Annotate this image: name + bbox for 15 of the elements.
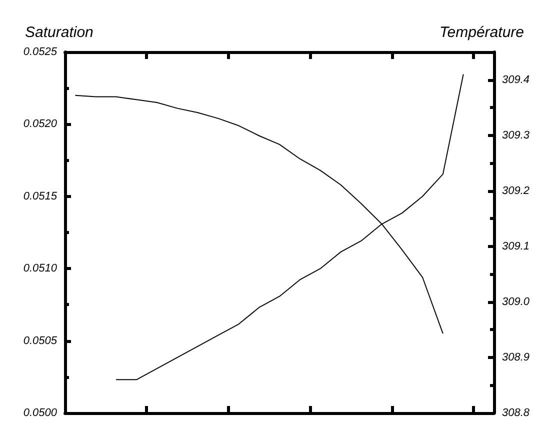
y-tick-label: 0.0500 [23, 407, 58, 419]
y-tick-label: 0.0520 [23, 118, 58, 130]
y2-tick-label: 308.8 [502, 407, 530, 419]
y-tick-label: 0.0505 [23, 334, 58, 347]
y2-tick-label: 309.3 [502, 129, 530, 142]
y2-tick-label: 309.2 [502, 184, 530, 197]
y-tick-label: 0.0525 [23, 46, 58, 58]
y-axis-title: Saturation [25, 24, 94, 41]
y2-tick-label: 309.1 [502, 240, 530, 252]
y-tick-label: 0.0515 [23, 190, 58, 202]
y-tick-label: 0.0510 [23, 262, 58, 275]
y2-tick-label: 309.4 [502, 74, 530, 86]
y2-tick-label: 308.9 [502, 351, 530, 364]
y2-tick-label: 309.0 [502, 296, 530, 308]
y2-axis-title: Température [440, 24, 524, 41]
